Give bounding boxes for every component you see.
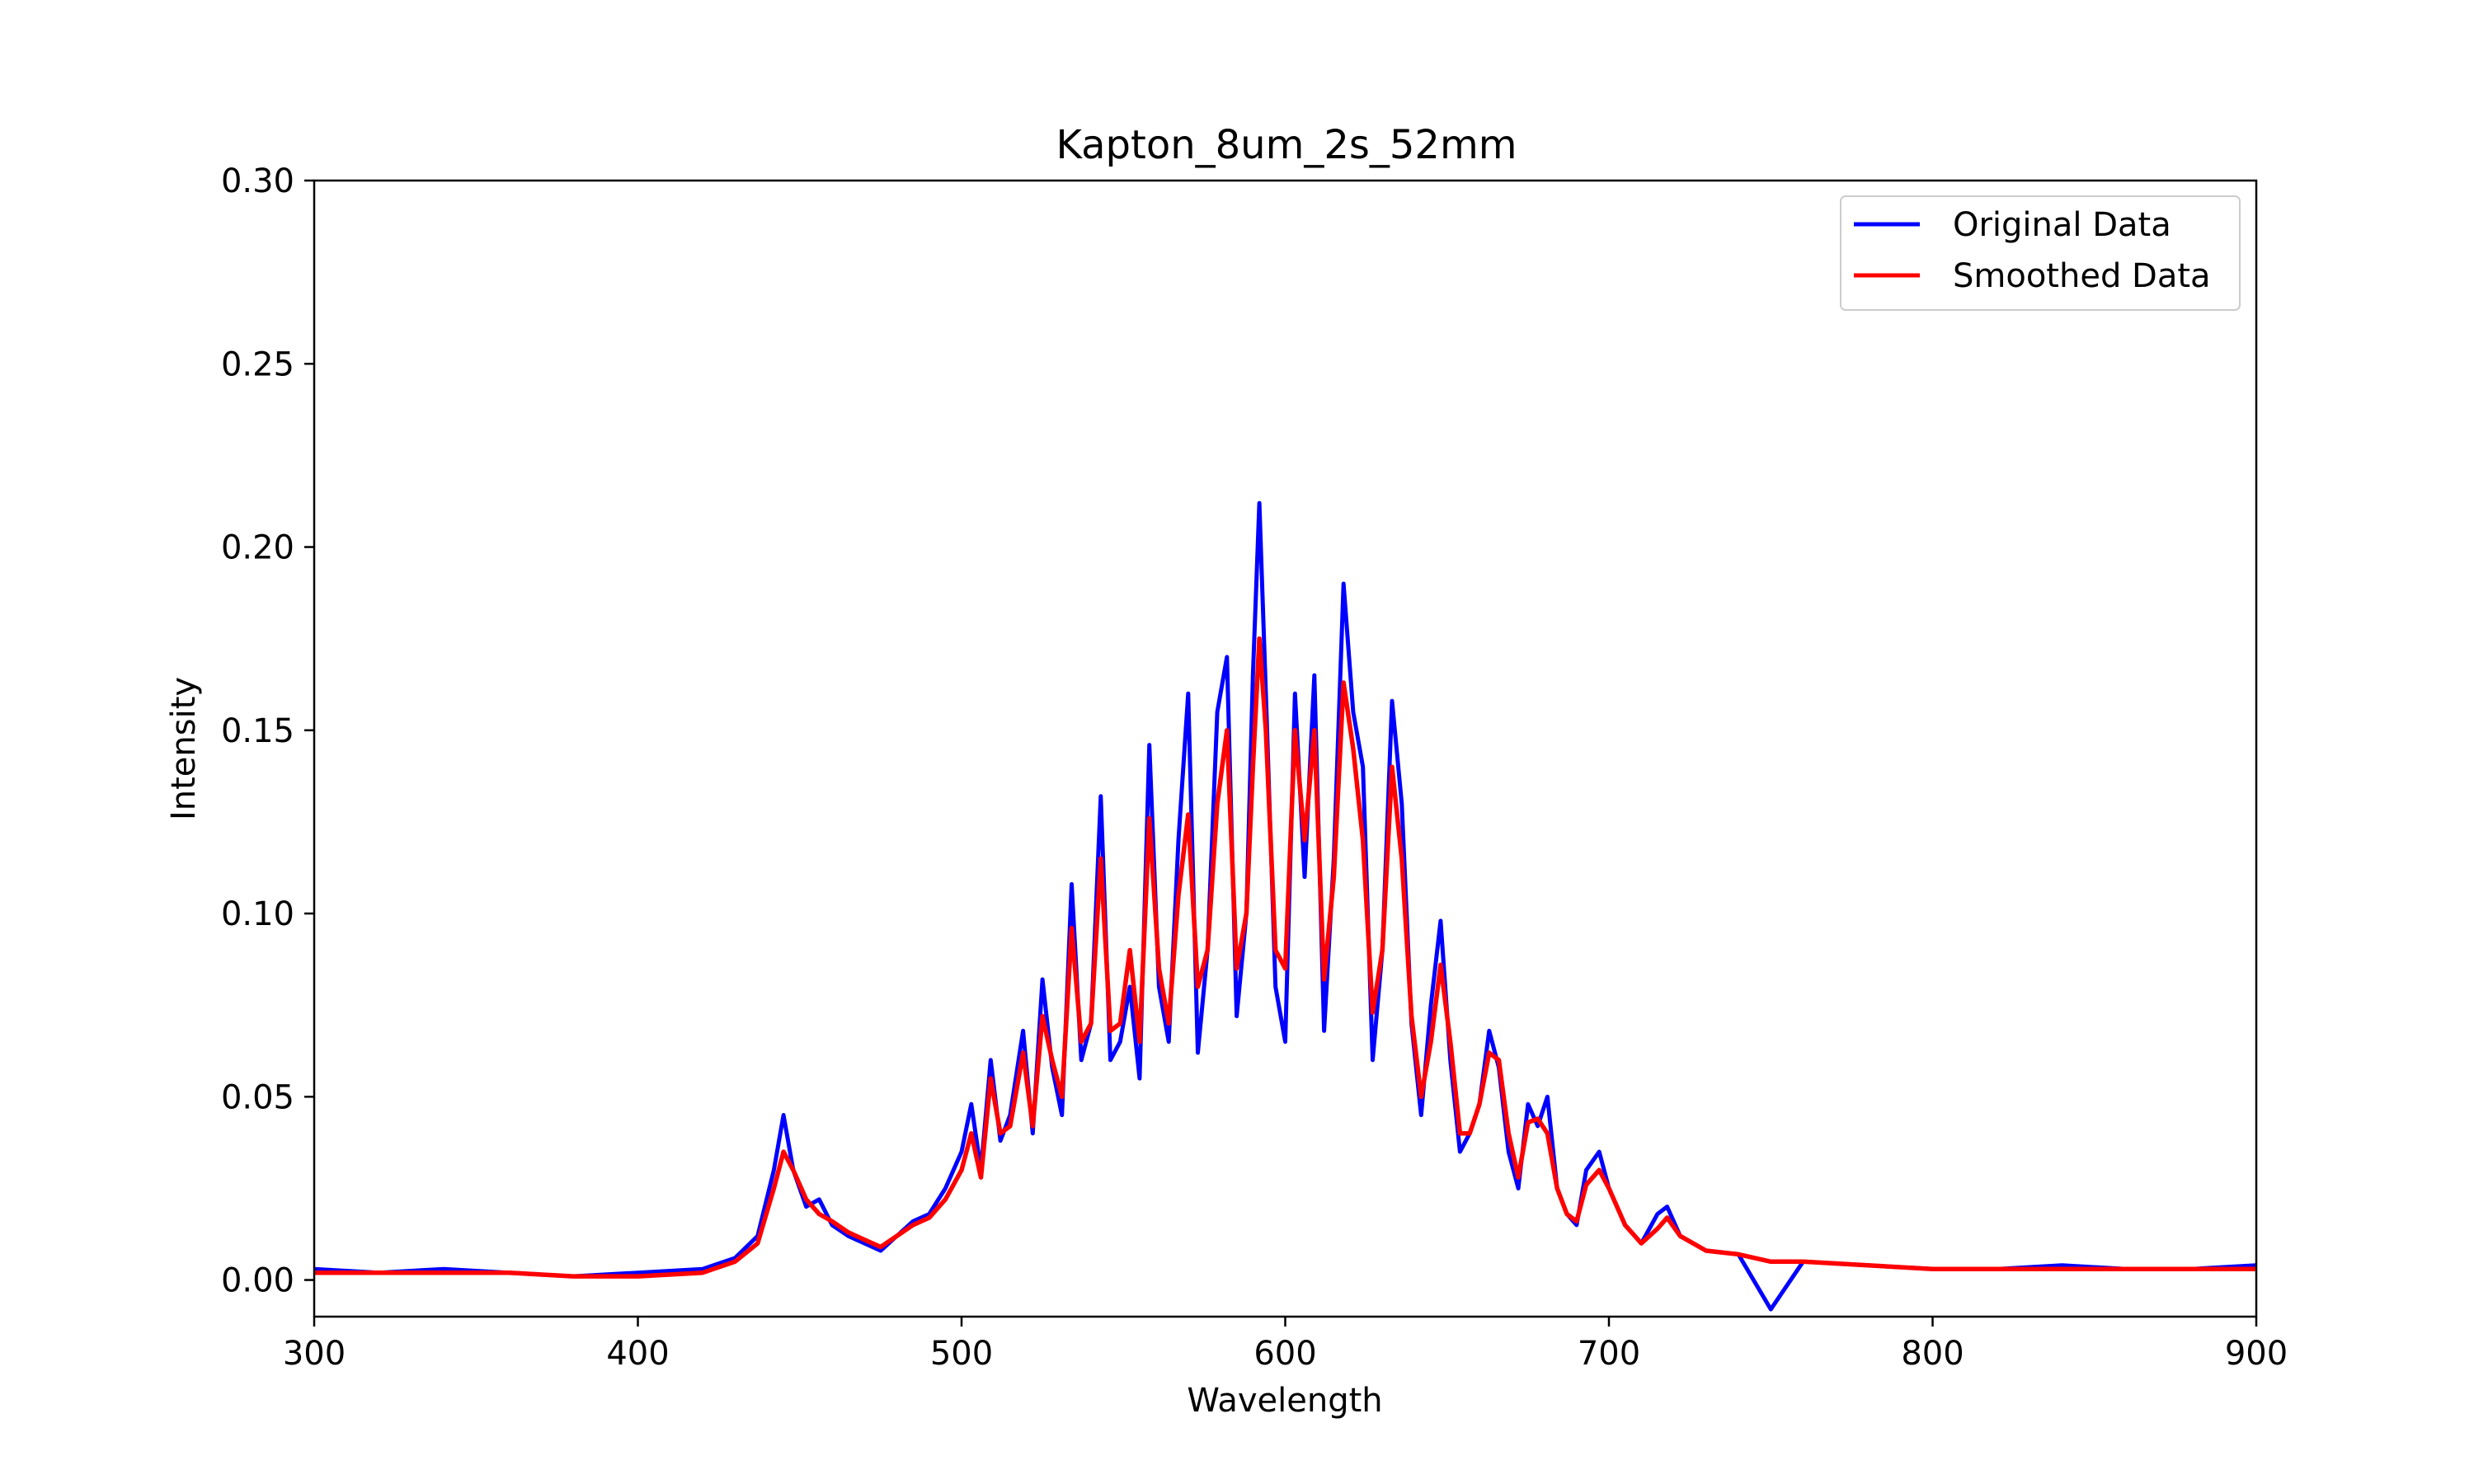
x-tick-label: 800 [1901, 1335, 1964, 1373]
plot-area [314, 500, 2256, 1312]
x-axis-ticks: 300 400 500 600 700 800 900 [283, 1317, 2288, 1373]
series-layer [314, 500, 2256, 1312]
x-tick-label: 700 [1578, 1335, 1640, 1373]
x-tick-label: 900 [2225, 1335, 2288, 1373]
y-tick-label: 0.10 [221, 895, 294, 933]
y-tick-label: 0.20 [221, 529, 294, 567]
y-axis-label: Intensity [165, 677, 203, 820]
x-axis-label: Wavelength [1187, 1382, 1382, 1420]
legend: Original Data Smoothed Data [1840, 195, 2241, 311]
legend-box [1840, 195, 2241, 311]
x-tick-label: 600 [1253, 1335, 1316, 1373]
x-tick-label: 400 [606, 1335, 669, 1373]
x-tick-label: 300 [283, 1335, 346, 1373]
y-tick-label: 0.00 [221, 1262, 294, 1300]
y-axis-ticks: 0.00 0.05 0.10 0.15 0.20 0.25 0.30 [221, 162, 314, 1300]
legend-label-original: Original Data [1953, 206, 2171, 244]
y-tick-label: 0.05 [221, 1078, 294, 1116]
y-tick-label: 0.25 [221, 345, 294, 383]
legend-label-smoothed: Smoothed Data [1953, 257, 2211, 295]
y-tick-label: 0.30 [221, 162, 294, 200]
series-line-smoothed [314, 636, 2256, 1279]
x-tick-label: 500 [930, 1335, 993, 1373]
chart-title: Kapton_8um_2s_52mm [1056, 122, 1517, 168]
y-tick-label: 0.15 [221, 712, 294, 750]
